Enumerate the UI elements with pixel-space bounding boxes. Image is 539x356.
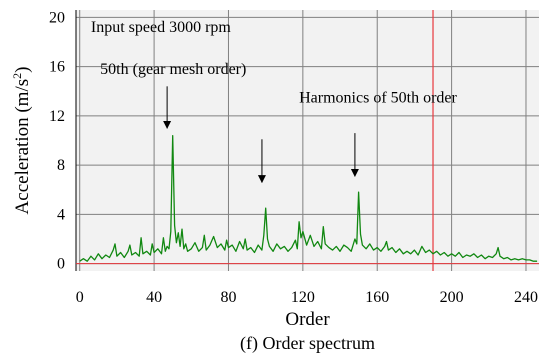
y-axis-title-sup: 2 (10, 73, 24, 79)
x-tick-label: 40 (146, 289, 162, 306)
annotations: Input speed 3000 rpm 50th (gear mesh orde… (91, 19, 458, 106)
y-tick-label: 4 (57, 206, 65, 223)
x-tick-labels: 0 40 80 120 160 200 240 (76, 289, 538, 306)
gridlines (75, 10, 539, 271)
y-tick-label: 16 (49, 59, 65, 76)
annotation-text: Input speed 3000 rpm (91, 19, 232, 36)
y-axis-title: Acceleration (m/s2) (10, 67, 33, 215)
x-tick-label: 160 (365, 289, 389, 306)
y-tick-label: 8 (57, 157, 65, 174)
x-tick-label: 80 (220, 289, 236, 306)
annotation-arrows (163, 86, 359, 184)
y-tick-labels: 0 4 8 12 16 20 (49, 9, 65, 272)
acceleration-series-line (79, 134, 538, 262)
y-tick-label: 20 (49, 9, 65, 26)
x-tick-label: 120 (291, 289, 315, 306)
y-axis-title-main: Acceleration (m/s (12, 79, 33, 215)
x-tick-label: 200 (440, 289, 464, 306)
annotation-text: Harmonics of 50th order (299, 89, 457, 106)
y-tick-label: 12 (49, 108, 65, 125)
x-axis-title: Order (285, 309, 330, 330)
x-tick-label: 240 (514, 289, 538, 306)
annotation-text: 50th (gear mesh order) (100, 61, 246, 78)
x-tick-label: 0 (76, 289, 84, 306)
y-axis-title-end: ) (12, 67, 33, 73)
figure-caption: (f) Order spectrum (240, 333, 375, 354)
y-tick-label: 0 (57, 256, 65, 273)
plot-area (76, 10, 539, 271)
